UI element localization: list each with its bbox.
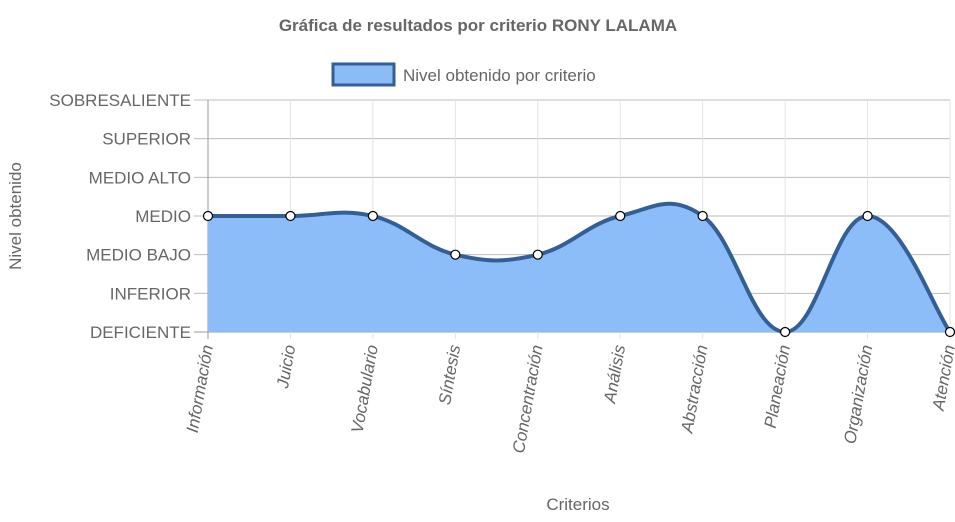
- x-tick-label: Juicio: [273, 343, 299, 390]
- x-tick-label: Información: [183, 343, 217, 434]
- x-axis-title: Criterios: [546, 495, 609, 514]
- x-tick-label: Vocabulario: [348, 343, 382, 434]
- legend[interactable]: Nivel obtenido por criterio: [331, 62, 596, 87]
- x-tick-labels: Información Juicio Vocabulario Síntesis Conc…: [183, 343, 955, 455]
- series-area: [207, 201, 952, 334]
- data-point: [780, 326, 791, 338]
- y-tick-labels: DEFICIENTE INFERIOR MEDIO BAJO MEDIO MEDIO A…: [49, 91, 191, 342]
- x-tick-label: Planeación: [761, 343, 794, 429]
- y-tick-label: SOBRESALIENTE: [49, 91, 191, 110]
- y-tick-label: MEDIO BAJO: [86, 246, 191, 265]
- y-axis-title: Nivel obtenido: [6, 162, 25, 270]
- x-tick-label: Concentración: [509, 343, 547, 454]
- chart-title: Gráfica de resultados por criterio RONY …: [279, 16, 677, 35]
- x-tick-label: Análisis: [600, 343, 629, 405]
- data-point: [367, 210, 378, 222]
- legend-label[interactable]: Nivel obtenido por criterio: [403, 66, 596, 85]
- data-point: [862, 210, 873, 222]
- data-point: [202, 210, 214, 222]
- x-tick-label: Abstracción: [677, 343, 711, 435]
- y-tick-label: DEFICIENTE: [90, 323, 191, 342]
- data-point: [450, 249, 461, 260]
- y-tick-label: MEDIO ALTO: [89, 168, 191, 187]
- y-tick-label: SUPERIOR: [102, 130, 191, 149]
- y-tick-label: INFERIOR: [110, 284, 191, 303]
- series-area-fill: [208, 203, 950, 332]
- data-point: [615, 210, 626, 222]
- data-point: [285, 210, 296, 222]
- legend-swatch[interactable]: [331, 62, 396, 87]
- data-point: [532, 249, 543, 260]
- x-tick-label: Organización: [840, 343, 876, 445]
- y-tick-label: MEDIO: [135, 207, 191, 226]
- x-tick-label: Síntesis: [435, 343, 464, 406]
- x-tick-label: Atención: [929, 343, 955, 412]
- data-point: [697, 210, 708, 222]
- series-points: [202, 210, 955, 338]
- data-point: [944, 326, 955, 338]
